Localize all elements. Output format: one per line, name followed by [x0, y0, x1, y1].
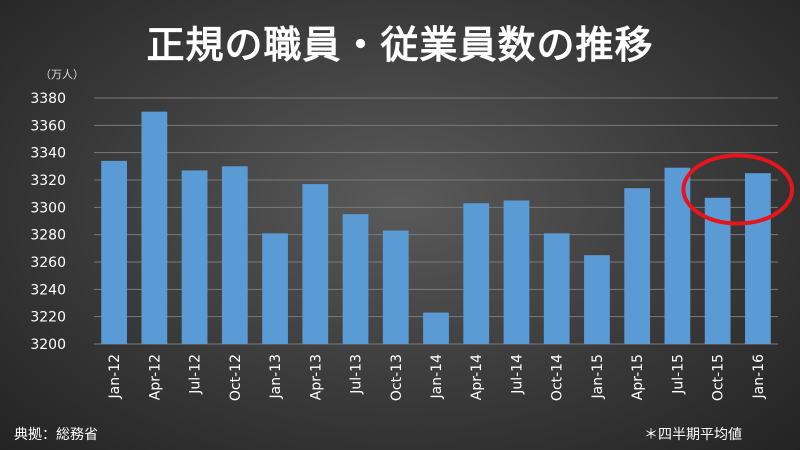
bar-apr-15: [624, 188, 651, 344]
source-label: 典拠：総務省: [14, 427, 98, 443]
highlight-circle: [681, 153, 795, 226]
bar-jul-13: [342, 214, 369, 344]
x-tick-label: Jan-12: [107, 354, 123, 399]
x-tick-label: Apr-12: [147, 354, 163, 400]
y-tick-label: 3280: [30, 228, 66, 244]
bar-jan-16: [745, 173, 771, 344]
y-tick-label: 3260: [30, 255, 66, 271]
x-tick-label: Jan-15: [590, 354, 606, 399]
x-tick-label: Oct-13: [389, 354, 405, 401]
bar-oct-14: [543, 233, 570, 344]
bars: [101, 111, 771, 345]
x-axis-ticks: Jan-12 Apr-12 Jul-12 Oct-12 Jan-13 Apr-13 Jul-…: [107, 354, 767, 401]
bar-jul-14: [503, 200, 530, 344]
y-tick-label: 3340: [30, 146, 66, 162]
bar-oct-13: [382, 230, 409, 344]
highlight-annotation: [681, 153, 795, 226]
x-tick-label: Oct-14: [550, 354, 566, 401]
bar-jan-14: [423, 312, 449, 344]
x-tick-label: Jul-14: [509, 354, 525, 395]
y-tick-label: 3380: [30, 91, 66, 107]
bar-apr-14: [463, 203, 490, 344]
x-tick-label: Apr-15: [630, 354, 646, 400]
x-tick-label: Oct-15: [711, 354, 727, 401]
x-tick-label: Jan-16: [751, 354, 767, 400]
y-tick-label: 3220: [30, 310, 66, 326]
x-tick-label: Jan-13: [268, 354, 284, 399]
x-tick-label: Apr-14: [469, 354, 485, 400]
bar-jul-15: [664, 167, 691, 344]
y-axis-unit-label: （万人）: [40, 68, 84, 81]
y-tick-label: 3360: [30, 118, 66, 134]
bar-jan-13: [262, 233, 288, 344]
y-tick-label: 3240: [30, 282, 66, 298]
footnote-label: ＊四半期平均値: [644, 427, 742, 443]
x-tick-label: Apr-13: [308, 354, 324, 400]
x-tick-label: Jul-12: [188, 354, 204, 395]
y-tick-label: 3200: [30, 337, 66, 353]
x-tick-label: Jul-13: [349, 354, 365, 395]
x-tick-label: Jan-14: [429, 354, 445, 400]
bar-jul-12: [181, 170, 208, 344]
chart-title: 正規の職員・従業員数の推移: [146, 23, 654, 67]
bar-apr-13: [302, 184, 329, 344]
bar-jan-15: [584, 255, 610, 344]
x-tick-label: Jul-15: [670, 354, 686, 395]
y-tick-label: 3320: [30, 173, 66, 189]
y-axis-ticks: 3200 3220 3240 3260 3280 3300 3320 3340 3360 3380: [30, 91, 66, 353]
x-tick-label: Oct-12: [228, 354, 244, 401]
bar-oct-12: [221, 166, 248, 344]
y-tick-label: 3300: [30, 200, 66, 216]
bar-apr-12: [141, 111, 168, 345]
bar-jan-12: [101, 160, 127, 344]
